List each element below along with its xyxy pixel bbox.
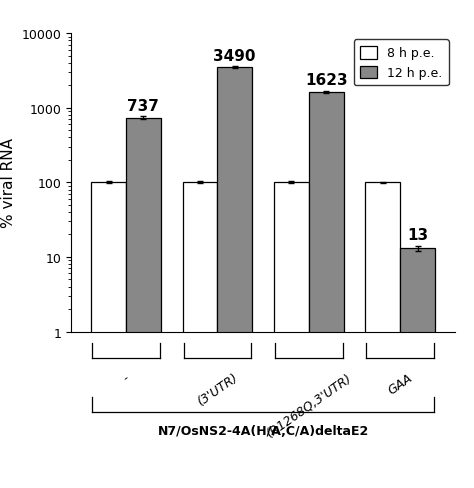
Bar bbox=[218, 68, 252, 488]
Legend: 8 h p.e., 12 h p.e.: 8 h p.e., 12 h p.e. bbox=[354, 41, 449, 86]
Bar bbox=[274, 183, 309, 488]
Bar bbox=[365, 183, 400, 488]
Bar bbox=[182, 183, 218, 488]
Text: 13: 13 bbox=[407, 228, 428, 243]
Text: 737: 737 bbox=[128, 99, 159, 114]
Text: N7/OsNS2-4A(H/A,C/A)deltaE2: N7/OsNS2-4A(H/A,C/A)deltaE2 bbox=[157, 424, 369, 437]
Y-axis label: % viral RNA: % viral RNA bbox=[1, 138, 16, 228]
Bar bbox=[91, 183, 126, 488]
Bar bbox=[400, 249, 435, 488]
Bar bbox=[309, 93, 344, 488]
Text: (R1268Q,3'UTR): (R1268Q,3'UTR) bbox=[264, 370, 354, 439]
Text: (3'UTR): (3'UTR) bbox=[195, 370, 240, 408]
Text: 1623: 1623 bbox=[305, 73, 347, 88]
Bar bbox=[126, 119, 161, 488]
Text: GAA: GAA bbox=[385, 370, 415, 396]
Text: -: - bbox=[120, 370, 131, 384]
Text: 3490: 3490 bbox=[213, 48, 256, 63]
